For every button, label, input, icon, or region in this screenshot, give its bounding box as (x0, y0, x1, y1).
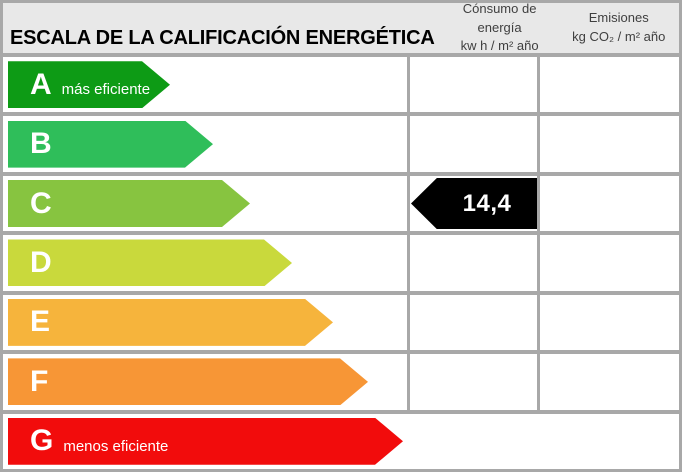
rating-bar: E (8, 299, 333, 346)
column-header-consumption: Cónsumo de energía kw h / m² año (441, 3, 559, 53)
consumption-cell (410, 116, 540, 172)
rating-row: G menos eficiente (3, 409, 679, 469)
emissions-cell (540, 235, 679, 290)
consumption-cell (410, 57, 540, 113)
rating-row: F (3, 350, 679, 410)
consumption-indicator: 14,4 (411, 177, 537, 230)
rating-bar: B (8, 121, 213, 168)
scale-rows: A más eficiente B C (3, 53, 679, 469)
consumption-label: Cónsumo de energía (462, 0, 537, 35)
consumption-cell (410, 354, 540, 410)
indicator-value: 14,4 (462, 189, 512, 217)
rating-row: C 14,4 (3, 171, 679, 232)
rating-cell: G menos eficiente (3, 414, 679, 469)
consumption-unit: kw h / m² año (460, 38, 539, 54)
rating-letter: G (30, 424, 54, 458)
consumption-cell (410, 235, 540, 291)
rating-row: E (3, 290, 679, 351)
rating-letter: E (30, 305, 51, 339)
rating-cell: F (3, 354, 410, 410)
consumption-cell (410, 294, 540, 351)
consumption-cell: 14,4 (410, 175, 540, 232)
rating-row: B (3, 112, 679, 172)
rating-letter: D (30, 245, 52, 279)
rating-row: D (3, 231, 679, 291)
rating-cell: D (3, 235, 410, 291)
rating-note: menos eficiente (63, 437, 169, 455)
rating-letter: F (30, 364, 49, 398)
rating-note: más eficiente (61, 81, 151, 99)
rating-letter: A (30, 67, 52, 101)
column-header-emissions: Emisiones kg CO₂ / m² año (559, 3, 680, 53)
emissions-label: Emisiones (588, 10, 649, 26)
rating-bar: G menos eficiente (8, 418, 403, 465)
emissions-cell (540, 57, 679, 112)
rating-row: A más eficiente (3, 53, 679, 113)
page-title: ESCALA DE LA CALIFICACIÓN ENERGÉTICA (10, 27, 435, 49)
emissions-unit: kg CO₂ / m² año (572, 29, 666, 44)
rating-bar: F (8, 358, 368, 405)
table-header: ESCALA DE LA CALIFICACIÓN ENERGÉTICA Cón… (3, 3, 679, 53)
rating-letter: C (30, 186, 52, 220)
emissions-cell (540, 176, 679, 231)
emissions-cell (540, 295, 679, 350)
rating-bar: A más eficiente (8, 61, 170, 108)
rating-cell: C (3, 175, 410, 232)
rating-cell: B (3, 116, 410, 172)
rating-letter: B (30, 127, 52, 161)
rating-cell: E (3, 294, 410, 351)
rating-cell: A más eficiente (3, 57, 410, 113)
rating-bar: D (8, 239, 292, 286)
rating-bar: C (8, 180, 250, 227)
emissions-cell (540, 116, 679, 171)
emissions-cell (540, 354, 679, 409)
